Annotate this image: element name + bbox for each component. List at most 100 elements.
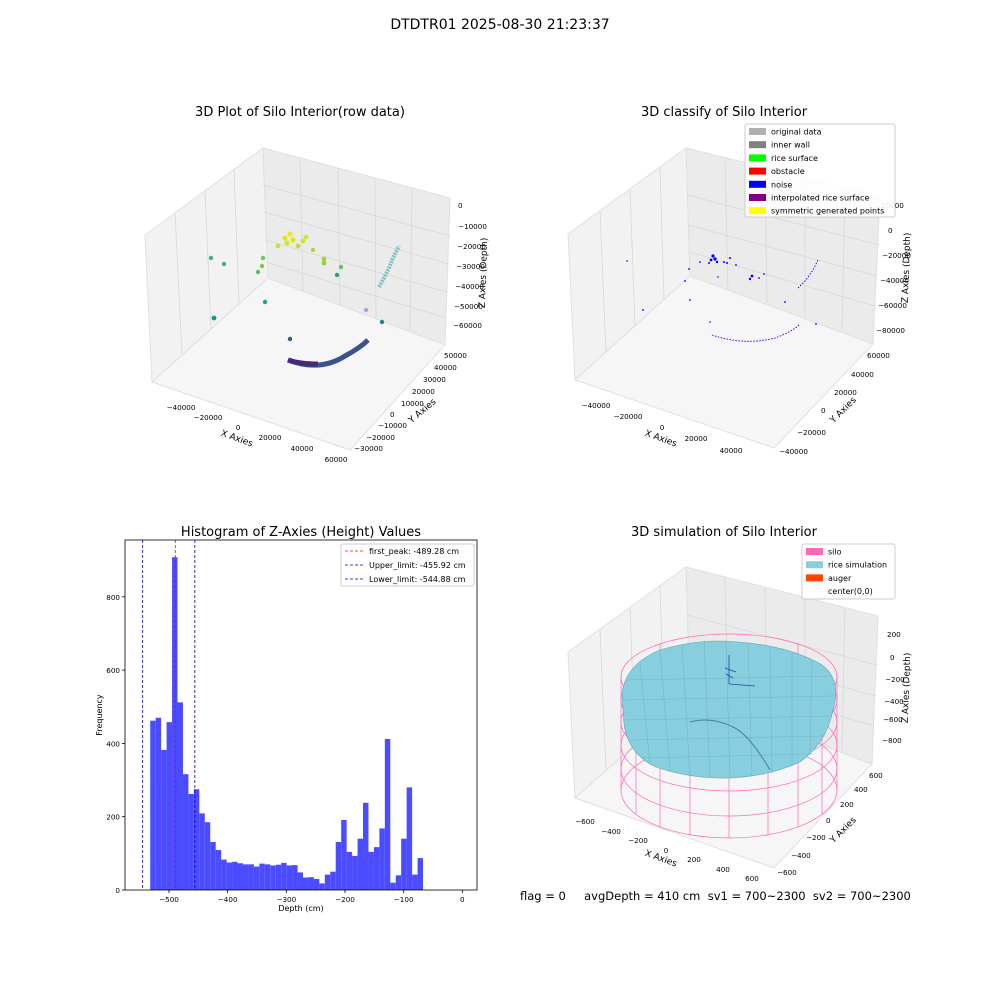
hist-bar — [406, 787, 413, 890]
raw-xtick-3: 20000 — [259, 433, 282, 442]
classify-grid — [599, 157, 880, 354]
hist-bar — [395, 875, 402, 890]
hist-bar — [275, 864, 282, 890]
simulation-legend-label-0: silo — [828, 548, 842, 557]
simulation-ytick-0: −600 — [777, 868, 797, 877]
classify-legend-swatch-0 — [749, 128, 766, 135]
hist-xlabel: Depth (cm) — [278, 904, 323, 913]
raw-ztick-6: −60000 — [453, 321, 482, 330]
raw-ztick-4: −40000 — [455, 282, 484, 291]
simulation-ylabel: Y Axies — [828, 815, 859, 846]
classify-pane-floor — [574, 275, 874, 449]
hist-bar — [319, 883, 325, 890]
simulation-ytick-1: −400 — [791, 851, 811, 860]
classify-ytick-0: −40000 — [779, 447, 808, 456]
simulation-auger — [724, 655, 756, 687]
hist-bar — [155, 717, 162, 890]
hist-axes-frame — [124, 539, 478, 891]
raw-ytick-2: −10000 — [378, 421, 407, 430]
hist-bar — [248, 864, 254, 890]
raw-xtick-4: 40000 — [291, 444, 314, 453]
raw-title: 3D Plot of Silo Interior(row data) — [195, 105, 405, 120]
hist-bar — [379, 828, 385, 890]
figure-suptitle: DTDTR01 2025-08-30 21:23:37 — [390, 17, 610, 33]
hist-bar — [210, 841, 216, 890]
hist-bar — [264, 864, 271, 890]
hist-bar — [177, 702, 183, 890]
hist-ytick-label: 200 — [106, 813, 120, 822]
hist-ytick-label: 600 — [106, 666, 120, 675]
hist-bar — [215, 850, 222, 890]
classify-ytick-5: 60000 — [867, 351, 890, 360]
hist-bar — [302, 877, 309, 890]
simulation-legend-label-2: auger — [828, 574, 852, 583]
classify-noise-points — [626, 254, 817, 325]
hist-bar — [237, 863, 243, 890]
hist-bar — [412, 874, 418, 890]
classify-legend-label-1: inner wall — [771, 141, 810, 150]
classify-floor-arc — [711, 323, 801, 342]
simulation-rice-mesh — [622, 639, 835, 779]
simulation-xtick-5: 400 — [716, 865, 730, 874]
hist-bar — [226, 862, 233, 890]
raw-xtick-0: −40000 — [167, 403, 196, 412]
classify-legend-swatch-3 — [749, 167, 766, 175]
hist-bar — [297, 872, 303, 890]
raw-ztick-1: −10000 — [458, 222, 487, 231]
simulation-zlabel: Z Axies (Depth) — [901, 653, 913, 724]
simulation-xtick-4: 200 — [687, 855, 701, 864]
hist-bar — [330, 871, 336, 890]
hist-ytick-label: 0 — [115, 886, 120, 895]
hist-bar — [313, 879, 320, 890]
hist-bar — [308, 877, 314, 890]
hist-bar — [335, 841, 342, 890]
classify-legend-swatch-6 — [749, 207, 766, 215]
hist-bar — [204, 822, 211, 890]
panel-classify-3d: 3D classify of Silo Interior −40000 −200… — [567, 105, 913, 456]
raw-ztick-0: 0 — [458, 201, 463, 210]
classify-ytick-1: −20000 — [797, 428, 826, 437]
classify-ztick-2: −20000 — [882, 251, 911, 260]
raw-zlabel: Z Axies (Depth) — [478, 238, 490, 309]
simulation-legend: silo rice simulation auger center(0,0) — [801, 543, 896, 600]
panel-raw-3d: 3D Plot of Silo Interior(row data) — [144, 105, 490, 464]
raw-ytick-6: 30000 — [423, 375, 446, 384]
simulation-ztick-0: 200 — [887, 630, 901, 639]
hist-legend: first_peak: -489.28 cm Upper_limit: -455… — [340, 543, 475, 587]
simulation-ytick-6: 600 — [869, 771, 883, 780]
simulation-legend-swatch-1 — [806, 561, 823, 569]
hist-xtick-label: −300 — [276, 895, 296, 904]
classify-ylabel: Y Axies — [828, 395, 859, 426]
hist-ytick-label: 400 — [106, 739, 120, 748]
hist-xtick-label: −100 — [394, 895, 414, 904]
classify-ytick-4: 40000 — [851, 370, 874, 379]
hist-legend-lower: Lower_limit: -544.88 cm — [369, 575, 466, 584]
raw-ytick-5: 20000 — [412, 387, 435, 396]
simulation-xtick-0: −600 — [575, 817, 595, 826]
hist-bar — [232, 861, 238, 890]
hist-bar — [281, 862, 287, 890]
hist-bar — [357, 838, 364, 890]
hist-bar — [259, 863, 265, 890]
hist-bar — [384, 739, 391, 890]
raw-ytick-3: 0 — [390, 410, 395, 419]
simulation-title: 3D simulation of Silo Interior — [631, 525, 818, 540]
simulation-rice-surface — [621, 640, 836, 779]
hist-ytick-label: 800 — [106, 593, 120, 602]
simulation-rice-shadow — [689, 719, 771, 771]
hist-legend-upper: Upper_limit: -455.92 cm — [369, 561, 466, 570]
hist-bar — [363, 802, 369, 890]
raw-ytick-4: 10000 — [401, 399, 424, 408]
classify-legend-label-0: original data — [771, 128, 822, 137]
simulation-xtick-2: −200 — [628, 836, 648, 845]
raw-ytick-0: −30000 — [354, 444, 383, 453]
classify-legend-label-2: rice surface — [771, 154, 818, 163]
hist-bar — [221, 859, 227, 890]
hist-xtick-label: −200 — [335, 895, 355, 904]
hist-bar — [292, 865, 298, 890]
simulation-legend-label-3: center(0,0) — [828, 587, 873, 596]
panel-histogram: Histogram of Z-Axies (Height) Values −50… — [95, 525, 478, 913]
classify-legend-swatch-5 — [749, 194, 766, 201]
simulation-xtick-1: −400 — [601, 827, 621, 836]
simulation-xlabel: X Axies — [643, 849, 678, 870]
